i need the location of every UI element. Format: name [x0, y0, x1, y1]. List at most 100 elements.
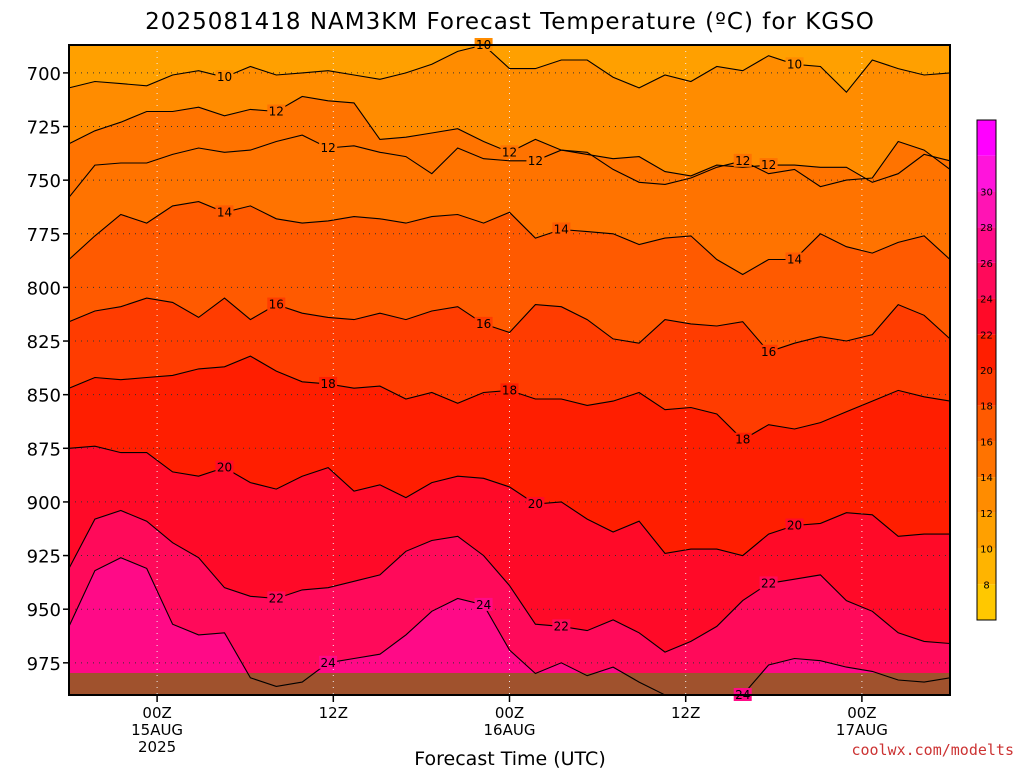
contour-label-12: 12	[761, 158, 776, 172]
temperature-field	[69, 45, 950, 696]
colorbar-swatch	[977, 298, 996, 335]
contour-24	[68, 557, 951, 696]
colorbar-swatch	[977, 477, 996, 513]
contour-label-22: 22	[554, 619, 569, 633]
colorbar-swatch	[977, 155, 996, 192]
colorbar-swatch	[977, 370, 996, 406]
contour-label-24: 24	[476, 598, 491, 612]
y-tick-label-875: 875	[27, 439, 61, 460]
y-tick-label-975: 975	[27, 654, 61, 675]
colorbar-tick-16: 16	[980, 437, 993, 448]
contour-label-bg	[785, 57, 804, 71]
colorbar-swatch	[977, 191, 996, 228]
contour-12	[68, 134, 951, 198]
colorbar-swatch	[977, 584, 996, 620]
y-tick-label-800: 800	[27, 278, 61, 299]
contour-label-12: 12	[528, 154, 543, 168]
band-above-22	[69, 510, 950, 695]
colorbar-tick-12: 12	[980, 509, 993, 520]
y-tick-label-700: 700	[27, 64, 61, 85]
colorbar-swatch	[977, 512, 996, 549]
chart-title: 2025081418 NAM3KM Forecast Temperature (…	[145, 9, 875, 35]
contour-label-bg	[733, 153, 752, 167]
contour-label-bg	[759, 576, 778, 590]
contour-label-bg	[552, 619, 571, 633]
colorbar-tick-30: 30	[980, 187, 993, 198]
contour-label-bg	[267, 104, 286, 118]
contour-label-bg	[785, 252, 804, 266]
x-tick-label: 12Z	[319, 704, 348, 722]
y-tick-label-725: 725	[27, 118, 61, 139]
contour-label-22: 22	[269, 591, 284, 605]
contour-label-bg	[267, 591, 286, 605]
y-axis: 700 725 750 775 800 825 850 875 900 925 950 975	[27, 64, 69, 675]
contour-label-bg	[785, 518, 804, 532]
colorbar-tick-10: 10	[980, 545, 993, 556]
contour-label-bg	[526, 497, 545, 511]
contour-label-12: 12	[502, 145, 517, 159]
contour-label-bg	[474, 316, 493, 330]
x-tick-label: 15AUG	[131, 721, 183, 739]
contour-label-bg	[267, 297, 286, 311]
contour-22	[68, 509, 951, 653]
contour-label-16: 16	[269, 298, 284, 312]
contour-label-20: 20	[787, 519, 802, 533]
contour-label-22: 22	[761, 576, 776, 590]
contour-label-bg	[526, 153, 545, 167]
colorbar: 8 10 12 14 16 18 20 22 24 26 28 30	[976, 119, 997, 621]
colorbar-tick-26: 26	[980, 259, 993, 270]
colorbar-swatch	[977, 548, 996, 585]
colorbar-swatch	[977, 441, 996, 478]
contour-label-18: 18	[735, 433, 750, 447]
colorbar-tick-24: 24	[980, 295, 993, 306]
contour-label-bg	[319, 376, 338, 390]
colorbar-tick-14: 14	[980, 473, 993, 484]
contour-label-20: 20	[217, 461, 232, 475]
contour-label-bg	[500, 145, 519, 159]
contour-label-12: 12	[320, 141, 335, 155]
contour-label-24: 24	[320, 656, 335, 670]
colorbar-swatch	[977, 334, 996, 370]
colorbar-tick-22: 22	[980, 330, 993, 341]
contour-label-14: 14	[787, 253, 802, 267]
contour-label-14: 14	[554, 222, 569, 236]
contour-label-bg	[733, 432, 752, 446]
colorbar-swatch	[977, 227, 996, 263]
contour-label-18: 18	[502, 383, 517, 397]
x-tick-label: 12Z	[671, 704, 700, 722]
colorbar-tick-18: 18	[980, 402, 993, 413]
y-tick-label-775: 775	[27, 225, 61, 246]
contour-label-18: 18	[320, 377, 335, 391]
colorbar-swatch	[977, 405, 996, 442]
ground-band	[69, 673, 950, 695]
y-tick-label-900: 900	[27, 493, 61, 514]
y-tick-label-825: 825	[27, 332, 61, 353]
contour-label-12: 12	[735, 154, 750, 168]
contour-label-bg	[215, 70, 234, 84]
contour-label-bg	[319, 140, 338, 154]
colorbar-frame	[976, 119, 997, 621]
y-tick-label-925: 925	[27, 547, 61, 568]
y-tick-label-750: 750	[27, 171, 61, 192]
contour-label-20: 20	[528, 497, 543, 511]
y-tick-label-850: 850	[27, 386, 61, 407]
colorbar-tick-20: 20	[980, 366, 993, 377]
contour-label-bg	[500, 383, 519, 397]
x-tick-label: 00Z	[142, 704, 171, 722]
colorbar-tick-28: 28	[980, 223, 993, 234]
x-axis-label: Forecast Time (UTC)	[414, 748, 605, 768]
x-tick-label: 00Z	[495, 704, 524, 722]
contour-label-bg	[215, 460, 234, 474]
colorbar-swatch	[977, 120, 996, 156]
x-tick-label: 00Z	[847, 704, 876, 722]
contour-label-bg	[474, 597, 493, 611]
colorbar-tick-8: 8	[983, 580, 989, 591]
contour-label-bg	[759, 344, 778, 358]
contour-label-10: 10	[217, 70, 232, 84]
contour-label-16: 16	[761, 345, 776, 359]
x-tick-label: 16AUG	[484, 721, 536, 739]
contour-label-14: 14	[217, 205, 232, 219]
x-tick-label: 17AUG	[836, 721, 888, 739]
